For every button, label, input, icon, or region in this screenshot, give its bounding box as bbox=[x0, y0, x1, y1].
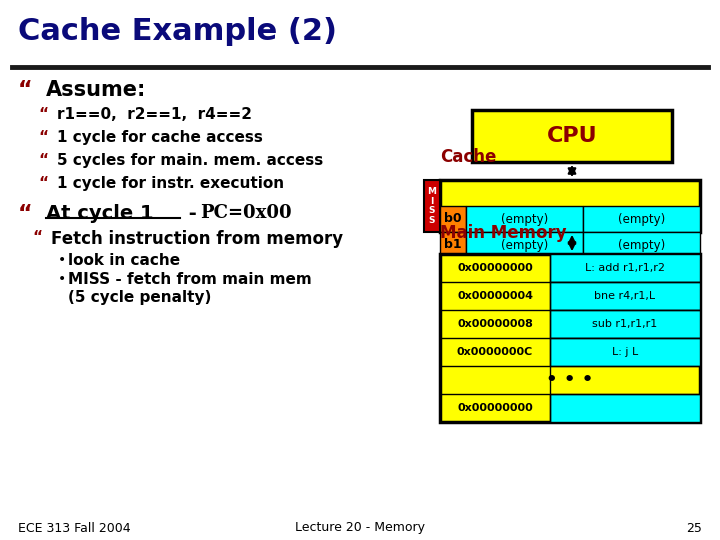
Bar bbox=[583, 206, 700, 232]
Text: (empty): (empty) bbox=[501, 213, 548, 226]
Text: (empty): (empty) bbox=[501, 239, 548, 252]
Text: b0: b0 bbox=[444, 213, 462, 226]
Text: “: “ bbox=[38, 176, 48, 191]
Bar bbox=[440, 232, 466, 258]
Text: L: j L: L: j L bbox=[612, 347, 638, 357]
Bar bbox=[424, 180, 440, 232]
Text: “: “ bbox=[38, 153, 48, 168]
Text: 0x00000008: 0x00000008 bbox=[457, 319, 533, 329]
Text: L: add r1,r1,r2: L: add r1,r1,r2 bbox=[585, 263, 665, 273]
Text: bne r4,r1,L: bne r4,r1,L bbox=[595, 291, 656, 301]
Text: “: “ bbox=[18, 204, 32, 224]
Text: •: • bbox=[58, 272, 66, 286]
Text: “: “ bbox=[32, 230, 42, 245]
Bar bbox=[550, 310, 700, 338]
Text: 1 cycle for cache access: 1 cycle for cache access bbox=[57, 130, 263, 145]
Text: b1: b1 bbox=[444, 239, 462, 252]
Bar bbox=[466, 206, 583, 232]
Bar bbox=[550, 282, 700, 310]
Text: ECE 313 Fall 2004: ECE 313 Fall 2004 bbox=[18, 522, 130, 535]
Text: •: • bbox=[58, 253, 66, 267]
Bar bbox=[472, 110, 672, 162]
Text: (5 cycle penalty): (5 cycle penalty) bbox=[68, 290, 212, 305]
Text: look in cache: look in cache bbox=[68, 253, 180, 268]
Text: -: - bbox=[182, 204, 204, 223]
Text: At cycle 1: At cycle 1 bbox=[46, 204, 153, 223]
Text: sub r1,r1,r1: sub r1,r1,r1 bbox=[593, 319, 657, 329]
Bar bbox=[550, 254, 700, 282]
Text: “: “ bbox=[38, 107, 48, 122]
Text: Lecture 20 - Memory: Lecture 20 - Memory bbox=[295, 522, 425, 535]
Bar bbox=[440, 254, 700, 422]
Text: 0x00000000: 0x00000000 bbox=[457, 403, 533, 413]
Text: 5 cycles for main. mem. access: 5 cycles for main. mem. access bbox=[57, 153, 323, 168]
Bar bbox=[466, 232, 583, 258]
Text: 0x00000000: 0x00000000 bbox=[457, 263, 533, 273]
Text: (empty): (empty) bbox=[618, 213, 665, 226]
Text: M
I
S
S: M I S S bbox=[428, 187, 436, 225]
Text: Assume:: Assume: bbox=[46, 80, 146, 100]
Text: Cache Example (2): Cache Example (2) bbox=[18, 17, 337, 46]
Bar bbox=[583, 232, 700, 258]
Text: “: “ bbox=[18, 80, 32, 100]
Text: Fetch instruction from memory: Fetch instruction from memory bbox=[51, 230, 343, 248]
Text: (empty): (empty) bbox=[618, 239, 665, 252]
Text: CPU: CPU bbox=[546, 126, 598, 146]
Text: MISS - fetch from main mem: MISS - fetch from main mem bbox=[68, 272, 312, 287]
Text: PC=0x00: PC=0x00 bbox=[200, 204, 292, 222]
Bar bbox=[440, 180, 700, 232]
Bar bbox=[550, 338, 700, 366]
Text: r1==0,  r2==1,  r4==2: r1==0, r2==1, r4==2 bbox=[57, 107, 252, 122]
Bar bbox=[550, 394, 700, 422]
Text: 25: 25 bbox=[686, 522, 702, 535]
Bar bbox=[440, 206, 466, 232]
Text: Main Memory: Main Memory bbox=[440, 224, 567, 242]
Text: 0x0000000C: 0x0000000C bbox=[457, 347, 533, 357]
Text: 1 cycle for instr. execution: 1 cycle for instr. execution bbox=[57, 176, 284, 191]
Text: Cache: Cache bbox=[440, 148, 496, 166]
Text: • • •: • • • bbox=[546, 371, 594, 389]
Text: 0x00000004: 0x00000004 bbox=[457, 291, 533, 301]
Text: “: “ bbox=[38, 130, 48, 145]
